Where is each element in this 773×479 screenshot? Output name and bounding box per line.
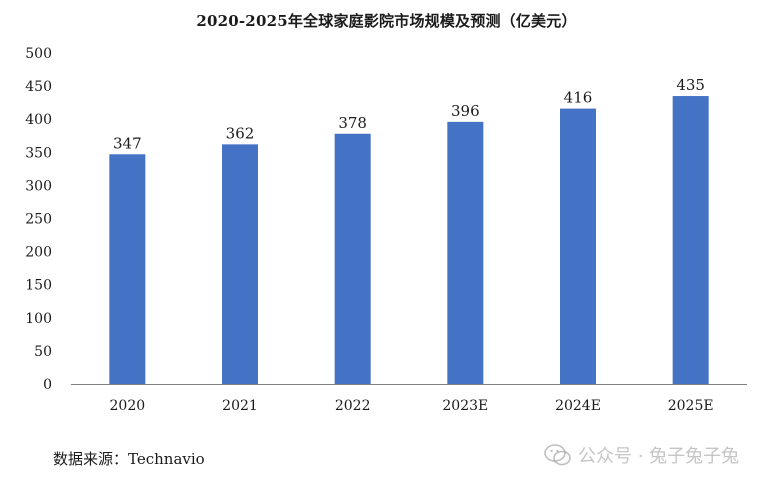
y-tick-label: 250 (25, 212, 52, 228)
data-label: 435 (676, 76, 705, 94)
chart-title: 2020-2025年全球家庭影院市场规模及预测（亿美元） (196, 12, 577, 30)
data-label: 416 (564, 89, 593, 107)
watermark-text: 公众号 · 兔子兔子兔 (578, 446, 740, 467)
x-tick-label: 2020 (110, 398, 146, 414)
x-tick-label: 2024E (555, 398, 601, 414)
y-tick-label: 450 (25, 79, 52, 95)
bar (672, 96, 709, 384)
y-tick-label: 0 (43, 377, 52, 393)
x-tick-label: 2023E (442, 398, 488, 414)
data-label: 362 (226, 124, 255, 142)
y-tick-label: 100 (25, 311, 52, 327)
y-tick-label: 350 (25, 145, 52, 161)
x-tick-label: 2025E (668, 398, 714, 414)
y-tick-label: 150 (25, 278, 52, 294)
bar (334, 133, 371, 384)
bar-series (109, 96, 709, 385)
source-note: 数据来源：Technavio (53, 450, 205, 468)
bar (447, 121, 484, 385)
y-tick-label: 500 (25, 46, 52, 62)
bar (560, 108, 596, 384)
wechat-icon (544, 443, 572, 467)
data-label: 378 (338, 114, 367, 132)
y-tick-label: 200 (25, 245, 52, 261)
y-tick-label: 300 (25, 178, 52, 194)
watermark: 公众号 · 兔子兔子兔 (544, 440, 739, 470)
bar (222, 144, 258, 384)
bar (109, 154, 146, 384)
y-tick-label: 50 (34, 344, 52, 360)
data-label: 347 (113, 134, 142, 152)
x-axis: 2020 2021 2022 2023E 2024E 2025E (110, 398, 714, 414)
data-labels: 347 362 378 396 416 435 (113, 76, 705, 152)
data-label: 396 (451, 102, 480, 120)
x-tick-label: 2022 (335, 398, 371, 414)
y-tick-label: 400 (25, 112, 52, 128)
y-axis: 0 50 100 150 200 250 300 350 400 450 500 (25, 46, 52, 393)
x-tick-label: 2021 (222, 398, 258, 414)
